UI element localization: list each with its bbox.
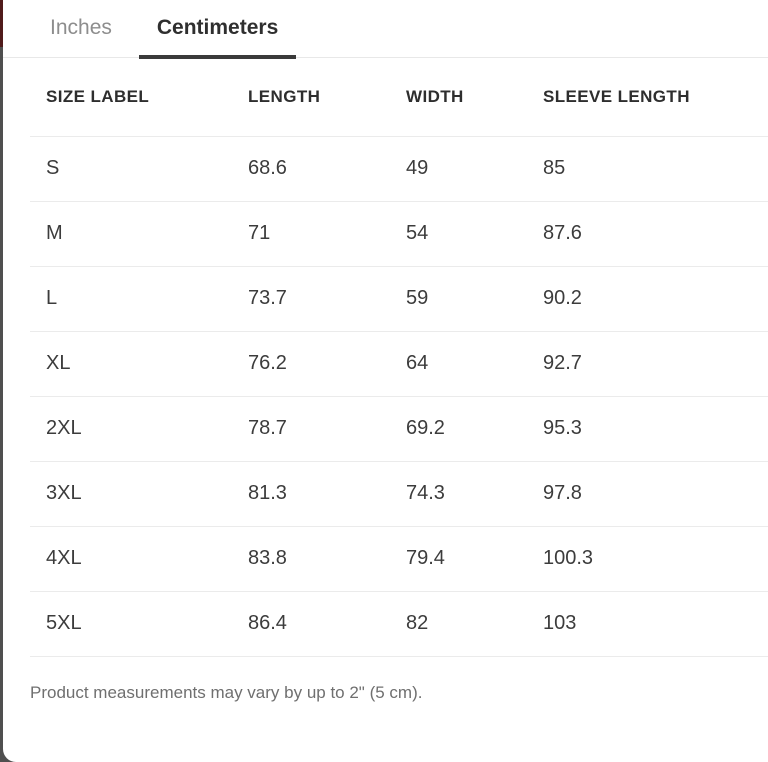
size-cell: S [30,136,232,202]
width-cell: 49 [390,136,527,202]
tab-centimeters[interactable]: Centimeters [138,0,297,59]
length-cell: 68.6 [232,136,390,202]
sleeve-cell: 90.2 [527,266,768,332]
size-cell: 5XL [30,591,232,657]
measurement-disclaimer: Product measurements may vary by up to 2… [30,682,423,702]
length-cell: 78.7 [232,396,390,462]
sleeve-cell: 100.3 [527,526,768,592]
table-row: 5XL 86.4 82 103 [30,591,768,657]
col-header-sleeve-length: SLEEVE LENGTH [527,58,768,137]
width-cell: 59 [390,266,527,332]
length-cell: 71 [232,201,390,267]
sleeve-cell: 103 [527,591,768,657]
length-cell: 76.2 [232,331,390,397]
sleeve-cell: 85 [527,136,768,202]
size-cell: 4XL [30,526,232,592]
length-cell: 73.7 [232,266,390,332]
width-cell: 64 [390,331,527,397]
size-cell: M [30,201,232,267]
sleeve-cell: 92.7 [527,331,768,397]
width-cell: 69.2 [390,396,527,462]
col-header-size-label: SIZE LABEL [30,58,232,137]
size-cell: XL [30,331,232,397]
size-guide-panel: Inches Centimeters SIZE LABEL LENGTH WID… [3,0,768,762]
sleeve-cell: 95.3 [527,396,768,462]
size-cell: L [30,266,232,332]
table-header-row: SIZE LABEL LENGTH WIDTH SLEEVE LENGTH [30,58,768,137]
table-row: 3XL 81.3 74.3 97.8 [30,461,768,527]
sleeve-cell: 87.6 [527,201,768,267]
col-header-length: LENGTH [232,58,390,137]
table-row: L 73.7 59 90.2 [30,266,768,332]
width-cell: 54 [390,201,527,267]
width-cell: 79.4 [390,526,527,592]
table-row: 2XL 78.7 69.2 95.3 [30,396,768,462]
sleeve-cell: 97.8 [527,461,768,527]
size-cell: 3XL [30,461,232,527]
unit-tabbar: Inches Centimeters [3,0,768,59]
length-cell: 86.4 [232,591,390,657]
table-row: XL 76.2 64 92.7 [30,331,768,397]
width-cell: 74.3 [390,461,527,527]
length-cell: 83.8 [232,526,390,592]
size-cell: 2XL [30,396,232,462]
table-row: 4XL 83.8 79.4 100.3 [30,526,768,592]
tab-inches[interactable]: Inches [50,15,112,39]
width-cell: 82 [390,591,527,657]
col-header-width: WIDTH [390,58,527,137]
length-cell: 81.3 [232,461,390,527]
table-row: S 68.6 49 85 [30,136,768,202]
size-chart-table: SIZE LABEL LENGTH WIDTH SLEEVE LENGTH S … [30,58,768,657]
table-row: M 71 54 87.6 [30,201,768,267]
